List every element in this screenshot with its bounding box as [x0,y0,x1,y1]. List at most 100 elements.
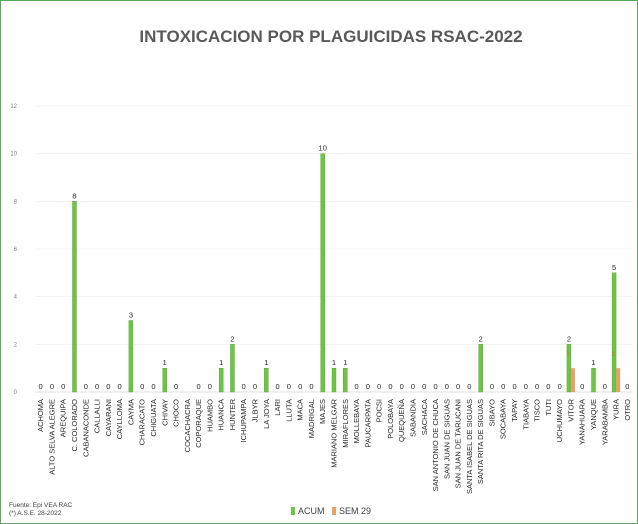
data-label-acum: 3 [129,311,133,320]
x-tick-label: YARABAMBA [600,399,609,445]
x-tick-label: YANAHUARA [578,399,587,445]
data-label-acum: 0 [50,382,54,391]
x-tick-label: UCHUMAYO [555,399,564,442]
data-label-acum: 0 [603,382,607,391]
bar-acum [128,320,134,393]
y-tick-label: 2 [14,342,18,348]
data-label-acum: 0 [95,382,99,391]
x-tick-label: TAPAY [510,399,519,422]
bar-acum [320,153,325,393]
data-label-acum: 0 [151,382,155,391]
data-label-acum: 0 [433,382,437,391]
x-tick-label: CHIVAY [160,399,169,426]
legend-swatch-acum [291,507,295,515]
data-label-sem29: 1 [611,351,615,358]
bar-acum [72,201,77,393]
legend-swatch-sem29 [332,507,336,515]
y-tick-label: 0 [14,390,18,396]
x-tick-label: HUANCA [217,399,226,431]
data-label-acum: 0 [208,382,212,391]
data-label-acum: 0 [118,382,122,391]
bar-sem29 [570,368,575,392]
data-label-acum: 0 [546,382,550,391]
bar-sem29 [616,368,621,392]
bar-acum [230,344,235,393]
data-label-acum: 0 [84,382,88,391]
x-tick-label: MIRAFLORES [341,399,350,448]
x-tick-label: SAN JUAN DE SIGUAS [442,399,451,479]
x-tick-label: SACHACA [420,399,429,435]
legend-label-acum: ACUM [298,506,325,516]
data-label-acum: 0 [140,382,144,391]
x-tick-label: C. COLORADO [70,399,79,452]
data-label-acum: 10 [319,144,327,153]
data-label-acum: 0 [535,382,539,391]
x-tick-label: PAUCARPATA [363,399,372,448]
x-tick-label: POLOBAYA [386,399,395,439]
data-label-acum: 0 [400,382,404,391]
x-tick-label: SAN ANTONIO DE CHUCA [431,399,440,491]
data-label-acum: 0 [501,382,505,391]
bar-acum [611,272,617,393]
data-label-acum: 0 [580,382,584,391]
data-label-acum: 0 [354,382,358,391]
data-label-acum: 0 [558,382,562,391]
data-label-acum: 0 [366,382,370,391]
data-label-acum: 1 [332,358,336,367]
bar-acum [591,367,596,393]
x-tick-label: VITOR [566,398,575,421]
x-tick-label: AREQUIPA [59,399,68,437]
x-tick-label: SOCABAYA [499,399,508,439]
x-tick-label: CHOCO [172,399,181,427]
data-label-acum: 0 [490,382,494,391]
x-tick-label: SANTA ISABEL DE SIGUAS [465,399,474,494]
x-tick-label: TUTI [544,399,553,416]
x-tick-label: HUAMBO [205,399,214,432]
x-tick-label: ICHUPAMPA [239,399,248,442]
data-label-sem29: 1 [566,351,570,358]
x-tick-label: SANTA RITA DE SIGUAS [476,399,485,484]
bar-acum [478,344,483,393]
data-label-acum: 0 [253,382,257,391]
x-tick-label: HUNTER [228,398,237,430]
data-label-acum: 2 [567,334,571,343]
x-tick-label: TISCO [533,399,542,422]
data-label-acum: 0 [242,382,246,391]
data-label-acum: 2 [479,334,483,343]
legend: ACUM SEM 29 [291,506,371,516]
data-label-acum: 0 [197,382,201,391]
data-label-acum: 0 [411,382,415,391]
x-tick-label: SABANDIA [408,399,417,437]
x-tick-label: CABANACONDE [81,399,90,457]
x-tick-label: LLUTA [284,399,293,422]
data-label-acum: 1 [343,358,347,367]
data-label-acum: 0 [106,382,110,391]
x-tick-label: CAYLLOMA [115,399,124,439]
x-tick-label: QUEQUEÑA [397,399,406,442]
data-label-acum: 0 [39,382,43,391]
bar-acum [218,367,224,393]
x-tick-label: COPORAQUE [194,399,203,448]
x-tick-label: SIBAYO [487,399,496,427]
x-tick-label: COCACHACRA [183,399,192,452]
y-tick-label: 8 [14,199,18,205]
data-label-acum: 8 [72,191,76,200]
data-label-acum: 0 [422,382,426,391]
x-tick-label: ALTO SELVA ALEGRE [47,399,56,475]
data-label-acum: 0 [388,382,392,391]
x-tick-label: MOLLEBAYA [352,399,361,443]
x-tick-label: LARI [273,399,282,416]
source-line-1: Fuente: Epi VEA RAC [9,502,73,509]
bar-acum [264,367,269,393]
data-label-acum: 0 [625,382,629,391]
x-tick-label: ACHOMA [36,399,45,432]
data-label-acum: 0 [298,382,302,391]
data-label-acum: 0 [275,382,279,391]
data-label-acum: 1 [163,358,167,367]
bar-acum [343,367,348,393]
x-tick-label: SAN JUAN DE TARUCANI [454,399,463,488]
x-tick-label: CHARACATO [138,399,147,446]
y-tick-label: 4 [14,295,18,301]
x-tick-label: MACA [296,399,305,421]
